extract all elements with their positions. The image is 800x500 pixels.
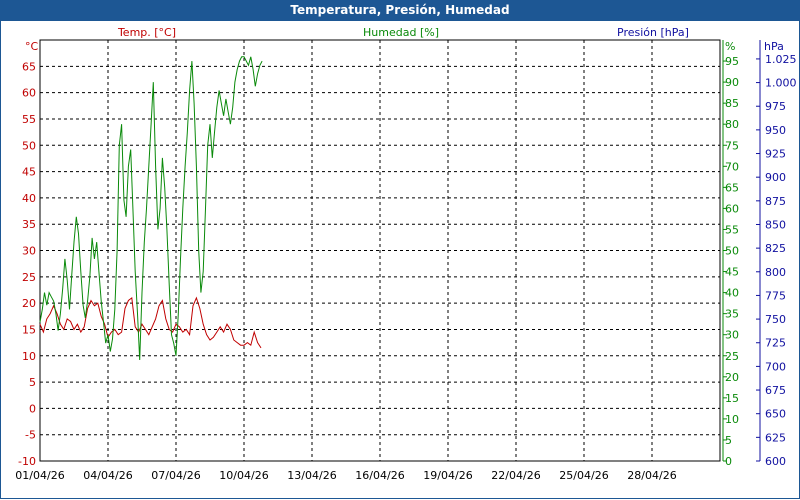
temp-unit-label: °C — [25, 40, 39, 53]
pres-tick-label: 975 — [765, 100, 786, 113]
temp-axis-header: Temp. [°C] — [117, 26, 176, 39]
hum-tick-label: 45 — [725, 266, 739, 279]
temp-tick-label: 10 — [22, 350, 36, 363]
x-tick-label: 13/04/26 — [287, 469, 336, 482]
pres-tick-label: 675 — [765, 384, 786, 397]
pres-tick-label: 750 — [765, 313, 786, 326]
hum-tick-label: 15 — [725, 392, 739, 405]
hum-tick-label: 70 — [725, 160, 739, 173]
pres-unit-label: hPa — [764, 40, 784, 53]
axis-layer: -10 -5 0 5 10 15 20 25 30 35 40 45 50 55 60 65 °C 0 5 10 15 2… — [15, 26, 796, 482]
x-tick-label: 04/04/26 — [83, 469, 132, 482]
pres-tick-label: 1.000 — [765, 77, 797, 90]
temp-tick-label: -5 — [25, 429, 36, 442]
hum-tick-label: 20 — [725, 371, 739, 384]
x-tick-label: 25/04/26 — [559, 469, 608, 482]
x-tick-label: 01/04/26 — [15, 469, 64, 482]
x-tick-label: 10/04/26 — [219, 469, 268, 482]
temp-tick-label: 0 — [29, 402, 36, 415]
x-tick-label: 22/04/26 — [491, 469, 540, 482]
chart-title: Temperatura, Presión, Humedad — [0, 0, 800, 21]
pres-axis-header: Presión [hPa] — [617, 26, 689, 39]
temp-tick-label: 60 — [22, 87, 36, 100]
pres-tick-label: 650 — [765, 408, 786, 421]
hum-tick-label: 95 — [725, 55, 739, 68]
pres-tick-label: 875 — [765, 195, 786, 208]
series-line-temp — [39, 296, 262, 349]
plot-border — [39, 39, 721, 462]
grid-lines — [39, 39, 721, 462]
hum-tick-label: 60 — [725, 202, 739, 215]
temp-tick-label: 50 — [22, 139, 36, 152]
temp-tick-label: 15 — [22, 323, 36, 336]
series-line-hum — [39, 56, 263, 361]
x-tick-label: 16/04/26 — [355, 469, 404, 482]
temp-tick-label: 35 — [22, 218, 36, 231]
temp-tick-label: 65 — [22, 60, 36, 73]
temp-tick-label: 20 — [22, 297, 36, 310]
hum-tick-label: 35 — [725, 308, 739, 321]
temp-tick-label: 5 — [29, 376, 36, 389]
hum-tick-label: 55 — [725, 223, 739, 236]
hum-tick-label: 10 — [725, 413, 739, 426]
pres-tick-label: 950 — [765, 124, 786, 137]
pres-tick-label: 1.025 — [765, 53, 797, 66]
hum-unit-label: % — [725, 40, 735, 53]
hum-tick-label: 80 — [725, 118, 739, 131]
x-tick-label: 28/04/26 — [627, 469, 676, 482]
temp-tick-label: 45 — [22, 166, 36, 179]
hum-tick-label: 85 — [725, 97, 739, 110]
hum-tick-label: 0 — [725, 455, 732, 468]
temp-tick-label: 55 — [22, 113, 36, 126]
temp-tick-label: 30 — [22, 245, 36, 258]
x-tick-label: 19/04/26 — [423, 469, 472, 482]
hum-tick-label: 5 — [725, 434, 732, 447]
hum-tick-label: 75 — [725, 139, 739, 152]
pres-tick-label: 850 — [765, 218, 786, 231]
hum-tick-label: 65 — [725, 181, 739, 194]
hum-tick-label: 40 — [725, 287, 739, 300]
pres-tick-label: 825 — [765, 242, 786, 255]
hum-axis-header: Humedad [%] — [363, 26, 439, 39]
pres-tick-label: 600 — [765, 455, 786, 468]
temp-tick-label: 40 — [22, 192, 36, 205]
series-layer — [39, 56, 263, 361]
pres-tick-label: 725 — [765, 337, 786, 350]
pres-tick-label: 775 — [765, 289, 786, 302]
hum-tick-label: 25 — [725, 350, 739, 363]
hum-tick-label: 50 — [725, 245, 739, 258]
temp-tick-label: -10 — [18, 455, 36, 468]
hum-tick-label: 30 — [725, 329, 739, 342]
pres-tick-label: 700 — [765, 360, 786, 373]
pres-tick-label: 625 — [765, 431, 786, 444]
x-tick-label: 07/04/26 — [151, 469, 200, 482]
pres-tick-label: 800 — [765, 266, 786, 279]
pres-tick-label: 925 — [765, 148, 786, 161]
pres-tick-label: 900 — [765, 171, 786, 184]
hum-tick-label: 90 — [725, 76, 739, 89]
temp-tick-label: 25 — [22, 271, 36, 284]
